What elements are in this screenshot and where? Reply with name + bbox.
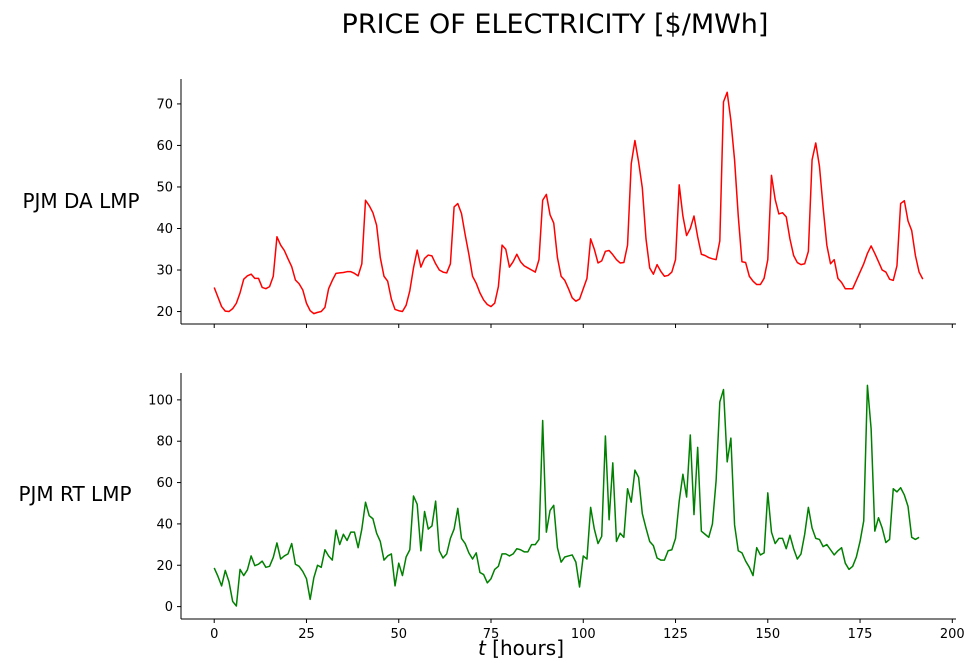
rt-y-tick-label: 100 [148, 393, 173, 408]
da-y-tick-label: 70 [156, 97, 173, 112]
da-y-tick-label: 40 [156, 222, 173, 237]
rt-x-tick-label: 50 [390, 627, 407, 642]
da-y-tick-label: 60 [156, 139, 173, 154]
da-lmp-panel: PJM DA LMP 20 30 40 50 60 70 [22, 79, 956, 328]
rt-x-tick-label: 150 [755, 627, 780, 642]
rt-lmp-ylabel: PJM RT LMP [18, 482, 131, 506]
rt-x-tick-label: 175 [848, 627, 873, 642]
da-lmp-series-line [213, 91, 924, 315]
rt-y-tick-label: 60 [156, 476, 173, 491]
da-y-tick-label: 30 [156, 264, 173, 279]
rt-y-tick-label: 80 [156, 435, 173, 450]
rt-x-tick-label: 25 [298, 627, 315, 642]
rt-y-tick-label: 40 [156, 517, 173, 532]
rt-x-tick-label: 75 [483, 627, 500, 642]
chart-title: PRICE OF ELECTRICITY [$/MWh] [342, 9, 769, 40]
rt-lmp-panel: PJM RT LMP 0 20 40 60 80 100 0 25 50 75 100 125 150 1… [18, 373, 965, 642]
rt-x-tick-label: 100 [571, 627, 596, 642]
da-lmp-ylabel: PJM DA LMP [22, 189, 139, 213]
x-axis-label-unit: [hours] [486, 636, 564, 660]
da-y-tick-label: 20 [156, 305, 173, 320]
da-y-tick-label: 50 [156, 180, 173, 195]
rt-lmp-series-line [213, 384, 920, 607]
rt-x-tick-label: 0 [210, 627, 218, 642]
rt-x-tick-label: 200 [940, 627, 965, 642]
rt-y-tick-label: 20 [156, 559, 173, 574]
rt-y-tick-label: 0 [165, 600, 173, 615]
x-axis-label-variable: t [478, 636, 487, 660]
x-axis-label: t [hours] [478, 636, 564, 660]
rt-x-tick-label: 125 [663, 627, 688, 642]
